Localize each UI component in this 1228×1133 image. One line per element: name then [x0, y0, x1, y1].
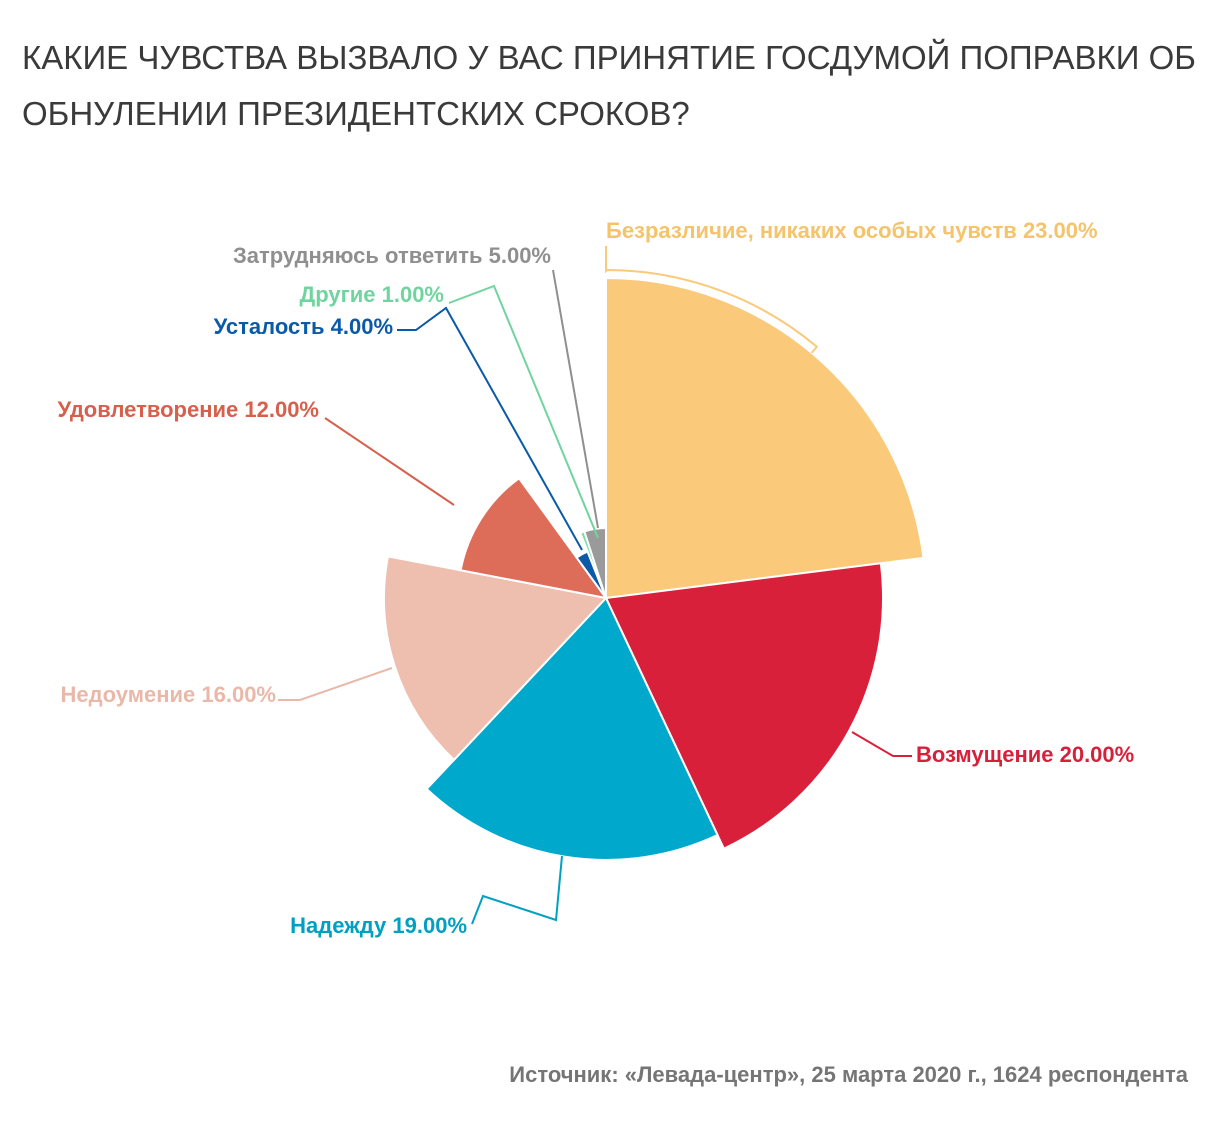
source-note: Источник: «Левада-центр», 25 марта 2020 … — [509, 1062, 1188, 1087]
pie-slice — [604, 562, 884, 850]
slice-label: Возмущение 20.00% — [916, 742, 1134, 767]
leader-line — [448, 284, 599, 539]
leader-line — [851, 731, 912, 757]
slice-label: Затрудняюсь ответить 5.00% — [233, 243, 551, 268]
leader-line — [471, 855, 563, 925]
leader-line — [397, 306, 583, 551]
slice-label: Другие 1.00% — [300, 282, 444, 307]
leader-line — [605, 246, 819, 354]
leader-line — [324, 417, 455, 506]
leader-line — [278, 667, 393, 701]
slice-label: Усталость 4.00% — [214, 314, 393, 339]
chart-title: Какие чувства вызвало у вас принятие Гос… — [22, 39, 1196, 132]
slice-label: Надежду 19.00% — [290, 913, 467, 938]
pie-slice — [605, 276, 925, 600]
slice-label: Безразличие, никаких особых чувств 23.00… — [606, 218, 1098, 243]
slice-label: Удовлетворение 12.00% — [58, 397, 319, 422]
pie-slice — [383, 555, 608, 762]
slice-label: Недоумение 16.00% — [61, 682, 276, 707]
pie-slice — [425, 596, 719, 861]
pie-slice — [459, 476, 609, 600]
leader-line — [552, 269, 599, 529]
